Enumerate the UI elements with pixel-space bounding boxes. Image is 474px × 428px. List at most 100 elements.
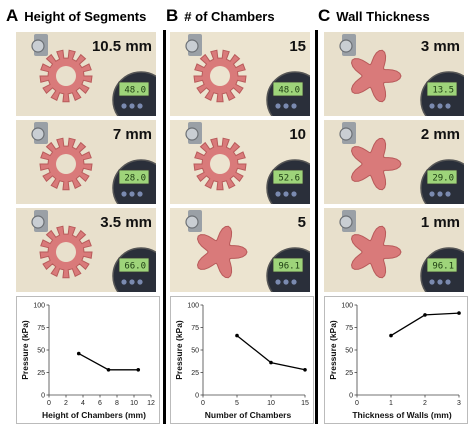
gauge-button xyxy=(129,191,135,197)
gauge-readout: 29.0 xyxy=(432,174,454,184)
gauge-button xyxy=(429,279,435,285)
x-tick-label: 10 xyxy=(130,400,138,407)
gauge-readout: 96.1 xyxy=(432,262,454,272)
gauge-button xyxy=(275,279,281,285)
gauge-button xyxy=(437,103,443,109)
gauge-button xyxy=(437,279,443,285)
actuator-center xyxy=(56,66,76,86)
y-tick-label: 0 xyxy=(349,393,353,400)
gauge-screen xyxy=(272,81,304,97)
x-tick-label: 8 xyxy=(115,400,119,407)
chart-a-svg: 0 2 4 6 8 10 12 0 25 50 75 100 Height of Chambers (m… xyxy=(20,303,155,421)
clamp-knob xyxy=(185,39,199,53)
gauge-button xyxy=(445,279,451,285)
y-tick-label: 50 xyxy=(345,348,353,355)
x-tick-label: 0 xyxy=(47,400,51,407)
photo: 96.1 1 mm xyxy=(324,208,464,292)
x-tick-label: 0 xyxy=(355,400,359,407)
y-tick-label: 100 xyxy=(33,303,45,310)
panel-c-title: Wall Thickness xyxy=(336,9,430,24)
soft-actuator xyxy=(196,225,248,279)
x-axis-label: Number of Chambers xyxy=(205,410,292,420)
gauge-button xyxy=(291,191,297,197)
clamp-knob xyxy=(339,127,353,141)
chart-c: 0 1 2 3 0 25 50 75 100 Thickness of Walls (mm) Pre… xyxy=(324,296,468,424)
gauge-button xyxy=(121,279,127,285)
gauge-button xyxy=(445,191,451,197)
x-tick-label: 5 xyxy=(235,400,239,407)
y-tick-label: 50 xyxy=(191,348,199,355)
y-tick-label: 25 xyxy=(345,370,353,377)
gauge-button xyxy=(275,191,281,197)
panel-a: A Height of Segments 48.0 10.5 mm 28.0 7 … xyxy=(6,0,160,428)
gauge-button xyxy=(283,279,289,285)
gauge-button xyxy=(275,103,281,109)
gauge-button xyxy=(137,279,143,285)
x-tick-label: 3 xyxy=(457,400,461,407)
gauge-screen xyxy=(426,81,458,97)
gauge-screen xyxy=(426,169,458,185)
clamp-knob xyxy=(339,39,353,53)
gauge-readout: 96.1 xyxy=(278,262,300,272)
x-tick-label: 0 xyxy=(201,400,205,407)
chart-a: 0 2 4 6 8 10 12 0 25 50 75 100 Height of Chambers (m… xyxy=(16,296,160,424)
data-point xyxy=(235,333,239,338)
actuator-center xyxy=(210,66,230,86)
gauge-button xyxy=(129,279,135,285)
x-tick-label: 15 xyxy=(301,400,309,407)
data-point xyxy=(303,368,307,372)
data-point xyxy=(269,360,273,365)
gauge-screen xyxy=(426,257,458,273)
y-tick-label: 75 xyxy=(345,325,353,332)
photo-scene: 28.0 xyxy=(16,120,156,204)
gauge-screen xyxy=(272,257,304,273)
panel-b-header: B # of Chambers xyxy=(166,6,275,26)
x-tick-label: 10 xyxy=(267,400,275,407)
x-tick-label: 2 xyxy=(423,400,427,407)
y-tick-label: 25 xyxy=(37,370,45,377)
gauge-button xyxy=(429,191,435,197)
photo-scene: 96.1 xyxy=(324,208,464,292)
photo: 48.0 15 xyxy=(170,32,310,116)
y-tick-label: 75 xyxy=(191,325,199,332)
gauge-readout: 66.0 xyxy=(124,262,146,272)
clamp-knob xyxy=(31,127,45,141)
x-tick-label: 12 xyxy=(147,400,155,407)
photo-label: 1 mm xyxy=(420,214,460,231)
chart-c-svg: 0 1 2 3 0 25 50 75 100 Thickness of Walls (mm) Pre… xyxy=(328,303,461,421)
panel-a-title: Height of Segments xyxy=(24,9,147,24)
photo-label: 2 mm xyxy=(420,126,460,143)
x-tick-label: 2 xyxy=(64,400,68,407)
actuator-center xyxy=(56,242,76,262)
photo-label: 5 xyxy=(297,214,306,231)
clamp-knob xyxy=(31,215,45,229)
photo-label: 3.5 mm xyxy=(100,214,152,231)
photo-label: 10.5 mm xyxy=(91,38,152,55)
gauge-button xyxy=(137,103,143,109)
clamp-knob xyxy=(339,215,353,229)
chart-b: 0 5 10 15 0 25 50 75 100 Number of Chambers Pressu… xyxy=(170,296,314,424)
x-axis-label: Height of Chambers (mm) xyxy=(42,410,146,420)
gauge-button xyxy=(291,103,297,109)
photo-scene: 48.0 xyxy=(16,32,156,116)
actuator-center xyxy=(210,154,230,174)
data-point xyxy=(106,368,111,372)
gauge-button xyxy=(283,103,289,109)
gauge-button xyxy=(129,103,135,109)
photo-label: 7 mm xyxy=(112,126,152,143)
gauge-screen xyxy=(118,81,150,97)
gauge-button xyxy=(291,279,297,285)
gauge-button xyxy=(121,191,127,197)
x-tick-label: 4 xyxy=(81,400,85,407)
photo-scene: 66.0 xyxy=(16,208,156,292)
gauge-screen xyxy=(118,257,150,273)
data-point xyxy=(136,368,141,372)
divider-bc xyxy=(315,30,318,424)
panel-c-letter: C xyxy=(318,6,331,25)
y-tick-label: 100 xyxy=(341,303,353,310)
photo: 13.5 3 mm xyxy=(324,32,464,116)
panel-c: C Wall Thickness 13.5 3 mm 29.0 2 mm 96.1… xyxy=(318,0,468,428)
soft-actuator xyxy=(350,49,402,103)
panel-a-header: A Height of Segments xyxy=(6,6,146,26)
gauge-button xyxy=(137,191,143,197)
